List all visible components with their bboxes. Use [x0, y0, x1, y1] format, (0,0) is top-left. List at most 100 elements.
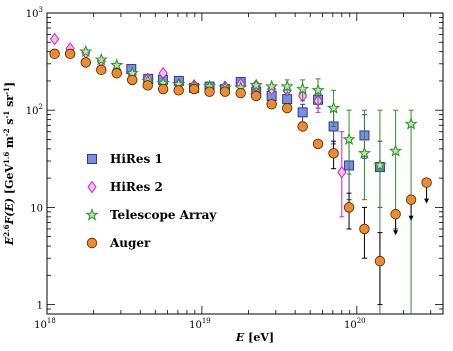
- y-axis-title-part: E: [3, 236, 16, 246]
- y-tick-exp: 2: [39, 103, 43, 111]
- data-point: [404, 117, 418, 130]
- data-marks: [49, 32, 432, 314]
- y-tick-label: 10: [30, 203, 43, 214]
- data-point: [64, 48, 76, 60]
- y-axis-title-part: m: [3, 136, 16, 152]
- y-axis-title-part: ]: [3, 82, 16, 87]
- legend-item: HiRes 1: [87, 152, 163, 166]
- data-point: [249, 78, 263, 91]
- data-point: [188, 83, 200, 95]
- data-point: [337, 165, 347, 179]
- data-point: [297, 121, 308, 132]
- plot-frame: [46, 12, 444, 315]
- y-axis-title: E2.6F(E) [GeV1.6 m-2 s-1 sr-1]: [2, 82, 16, 246]
- y-axis-title-part: 1.6: [2, 152, 11, 164]
- y-axis-title-part: sr: [3, 95, 16, 111]
- data-point: [326, 101, 341, 114]
- legend-label: Auger: [109, 236, 151, 250]
- legend-marker: [87, 154, 97, 164]
- y-tick-base: 1: [37, 301, 43, 312]
- data-point: [343, 202, 355, 213]
- data-point: [94, 52, 108, 66]
- data-point: [389, 144, 403, 157]
- data-point: [96, 64, 107, 76]
- data-point: [142, 80, 153, 91]
- y-tick-label: 103: [26, 6, 43, 20]
- data-point: [219, 86, 231, 97]
- legend-item: Auger: [86, 236, 151, 250]
- data-point: [50, 32, 60, 46]
- data-point: [250, 90, 262, 102]
- data-point: [374, 255, 386, 267]
- data-point: [80, 57, 91, 68]
- x-axis-title: E [eV]: [235, 331, 274, 344]
- data-point: [390, 209, 401, 220]
- y-axis-title-part: -1: [2, 87, 11, 95]
- x-tick-base: 10: [34, 320, 47, 331]
- x-tick-base: 10: [344, 320, 357, 331]
- x-tick-label: 1020: [344, 317, 366, 331]
- data-point: [342, 132, 356, 146]
- x-axis-title-var: E: [235, 331, 248, 344]
- data-point: [280, 79, 294, 93]
- y-axis-title-part: 2.6: [2, 224, 11, 236]
- data-point: [157, 83, 169, 95]
- data-point: [111, 68, 122, 79]
- data-point: [296, 82, 310, 95]
- y-tick-label: 102: [26, 103, 43, 117]
- data-point: [357, 146, 372, 159]
- data-point: [328, 148, 339, 159]
- y-axis-title-part: [GeV: [3, 164, 16, 198]
- x-axis: 1018 1019 1020: [34, 13, 432, 331]
- data-point: [127, 74, 138, 86]
- x-axis-title-unit: [eV]: [248, 331, 274, 344]
- data-point: [297, 107, 308, 118]
- data-point: [359, 223, 370, 235]
- data-point: [266, 99, 277, 110]
- x-tick-exp: 19: [202, 317, 211, 325]
- data-point: [49, 48, 60, 60]
- x-tick-label: 1018: [34, 317, 56, 331]
- data-point: [110, 58, 124, 71]
- data-point: [281, 102, 293, 114]
- data-point: [235, 87, 246, 99]
- y-tick-exp: 3: [39, 6, 43, 14]
- legend-marker: [87, 180, 97, 194]
- data-point: [173, 85, 184, 96]
- upper-limit-arrowhead: [408, 215, 414, 221]
- x-tick-exp: 18: [47, 317, 56, 325]
- data-point: [79, 44, 93, 58]
- legend-label: HiRes 2: [110, 180, 163, 194]
- x-tick-base: 10: [189, 320, 202, 331]
- data-point: [421, 177, 432, 188]
- data-point: [204, 86, 215, 97]
- y-axis-title-part: -1: [2, 111, 11, 119]
- legend-label: HiRes 1: [110, 152, 163, 166]
- upper-limit-arrowhead: [424, 198, 430, 204]
- y-axis-title-part: s: [3, 118, 16, 128]
- legend: HiRes 1 HiRes 2 Telescope Array Auger: [85, 152, 217, 250]
- upper-limit-arrowhead: [393, 230, 399, 236]
- y-axis-title-part: F(E): [3, 198, 16, 226]
- legend-item: Telescope Array: [85, 208, 217, 222]
- legend-marker: [86, 237, 98, 249]
- y-tick-base: 10: [26, 106, 39, 117]
- x-tick-label: 1019: [189, 317, 211, 331]
- data-point: [373, 158, 387, 172]
- legend-item: HiRes 2: [87, 180, 163, 194]
- y-tick-base: 10: [30, 203, 43, 214]
- data-point: [311, 83, 325, 96]
- legend-marker: [85, 208, 99, 221]
- y-tick-base: 10: [26, 9, 39, 20]
- legend-label: Telescope Array: [110, 208, 217, 222]
- x-tick-exp: 20: [357, 317, 366, 325]
- data-point: [265, 79, 279, 93]
- y-axis-title-part: -2: [2, 128, 11, 136]
- data-point: [405, 194, 417, 205]
- series-circle: [49, 48, 432, 306]
- data-point: [312, 138, 324, 150]
- y-tick-label: 1: [37, 301, 43, 312]
